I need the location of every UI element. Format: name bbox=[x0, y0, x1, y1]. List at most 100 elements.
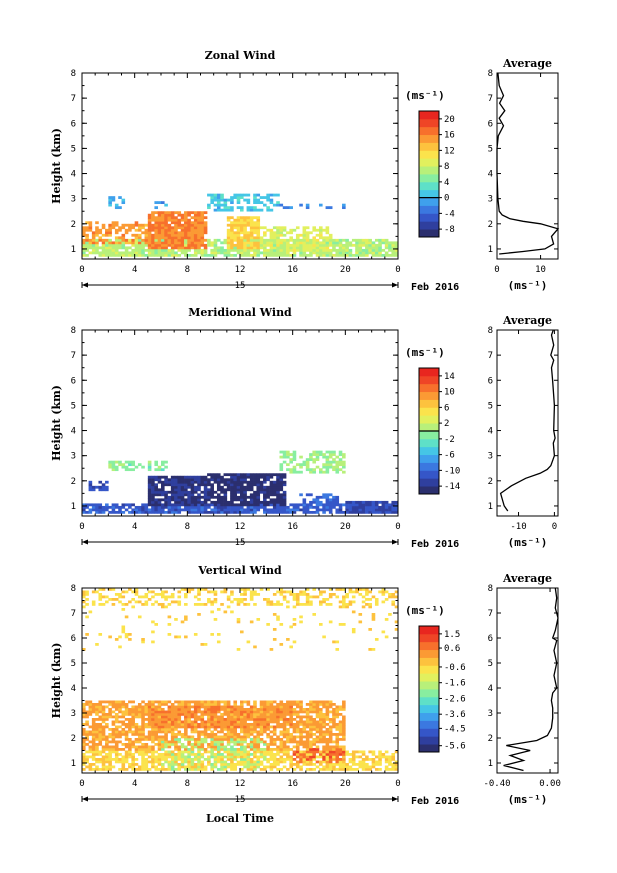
heatmap-cell bbox=[137, 728, 142, 731]
heatmap-cell bbox=[118, 735, 122, 739]
heatmap-cell bbox=[282, 228, 287, 232]
heatmap-cell bbox=[210, 710, 214, 714]
heatmap-cell bbox=[203, 735, 208, 739]
heatmap-cell bbox=[299, 765, 303, 769]
heatmap-cell bbox=[368, 590, 372, 594]
heatmap-cell bbox=[203, 500, 208, 504]
heatmap-cell bbox=[174, 243, 178, 247]
heatmap-cell bbox=[302, 510, 307, 514]
heatmap-cell bbox=[374, 246, 379, 250]
heatmap-cell bbox=[82, 248, 86, 252]
heatmap-cell bbox=[118, 708, 122, 711]
heatmap-cell bbox=[276, 475, 280, 479]
heatmap-cell bbox=[345, 763, 349, 766]
heatmap-cell bbox=[161, 703, 165, 706]
day-bracket-arrow bbox=[82, 796, 88, 802]
heatmap-cell bbox=[98, 503, 103, 507]
heatmap-cell bbox=[197, 211, 201, 215]
heatmap-cell bbox=[266, 713, 270, 716]
heatmap-cell bbox=[388, 243, 392, 247]
heatmap-cell bbox=[213, 475, 218, 479]
y-tick-label: 8 bbox=[71, 69, 76, 79]
heatmap-cell bbox=[147, 468, 152, 472]
heatmap-cell bbox=[190, 735, 195, 739]
heatmap-cell bbox=[151, 510, 155, 514]
heatmap-cell bbox=[305, 730, 310, 734]
heatmap-cell bbox=[98, 768, 103, 771]
heatmap-cell bbox=[263, 203, 267, 207]
heatmap-cell bbox=[164, 738, 168, 741]
heatmap-cell bbox=[207, 203, 211, 207]
heatmap-cell bbox=[151, 603, 155, 606]
heatmap-cell bbox=[269, 480, 274, 484]
heatmap-cell bbox=[170, 498, 175, 502]
heatmap-cell bbox=[98, 485, 103, 489]
heatmap-cell bbox=[154, 738, 159, 741]
colorbar-tick-label: 16 bbox=[444, 131, 455, 141]
heatmap-cell bbox=[177, 745, 182, 749]
heatmap-cell bbox=[170, 760, 175, 764]
heatmap-cell bbox=[272, 236, 277, 240]
heatmap-cell bbox=[164, 228, 168, 232]
colorbar-segment bbox=[419, 150, 439, 159]
heatmap-cell bbox=[184, 211, 188, 215]
heatmap-cell bbox=[378, 505, 382, 509]
heatmap-cell bbox=[170, 480, 175, 484]
heatmap-cell bbox=[197, 765, 201, 769]
heatmap-cell bbox=[233, 495, 238, 499]
heatmap-cell bbox=[226, 765, 231, 769]
heatmap-cell bbox=[371, 750, 376, 754]
heatmap-cell bbox=[170, 750, 175, 754]
heatmap-cell bbox=[282, 483, 287, 487]
heatmap-cell bbox=[193, 725, 198, 729]
heatmap-cell bbox=[328, 705, 333, 709]
heatmap-cell bbox=[200, 725, 205, 729]
heatmap-cell bbox=[253, 505, 257, 509]
heatmap-cell bbox=[305, 595, 310, 599]
heatmap-cell bbox=[233, 710, 238, 714]
heatmap-cell bbox=[302, 758, 307, 761]
heatmap-cell bbox=[203, 221, 208, 225]
heatmap-cell bbox=[342, 705, 346, 709]
heatmap-cell bbox=[226, 505, 231, 509]
heatmap-cell bbox=[118, 226, 122, 230]
heatmap-cell bbox=[361, 503, 366, 507]
heatmap-cell bbox=[243, 733, 247, 736]
heatmap-cell bbox=[184, 713, 188, 716]
heatmap-cell bbox=[345, 765, 349, 769]
heatmap-cell bbox=[246, 241, 251, 245]
heatmap-cell bbox=[108, 505, 112, 509]
heatmap-cell bbox=[282, 248, 287, 252]
heatmap-cell bbox=[98, 750, 103, 754]
heatmap-cell bbox=[253, 243, 257, 247]
heatmap-cell bbox=[286, 450, 290, 454]
heatmap-cell bbox=[184, 735, 188, 739]
heatmap-cell bbox=[378, 763, 382, 766]
heatmap-cell bbox=[253, 238, 257, 242]
heatmap-cell bbox=[309, 743, 313, 746]
heatmap-cell bbox=[299, 590, 303, 594]
heatmap-cell bbox=[253, 228, 257, 232]
heatmap-cell bbox=[190, 715, 195, 719]
heatmap-cell bbox=[230, 730, 234, 734]
heatmap-cell bbox=[355, 503, 359, 507]
heatmap-cell bbox=[131, 713, 135, 716]
heatmap-cell bbox=[230, 198, 234, 202]
heatmap-cell bbox=[124, 231, 129, 235]
heatmap-cell bbox=[85, 248, 89, 252]
heatmap-cell bbox=[118, 733, 122, 736]
heatmap-cell bbox=[170, 735, 175, 739]
heatmap-cell bbox=[128, 253, 132, 257]
heatmap-cell bbox=[114, 743, 119, 746]
heatmap-cell bbox=[98, 703, 103, 706]
heatmap-cell bbox=[180, 758, 185, 761]
heatmap-cell bbox=[88, 700, 93, 704]
heatmap-cell bbox=[187, 590, 191, 594]
day-bracket-arrow bbox=[392, 539, 398, 545]
heatmap-cell bbox=[282, 715, 287, 719]
heatmap-cell bbox=[292, 246, 297, 250]
heatmap-cell bbox=[272, 500, 277, 504]
heatmap-cell bbox=[190, 226, 195, 230]
heatmap-cell bbox=[118, 206, 122, 210]
heatmap-cell bbox=[236, 708, 241, 711]
